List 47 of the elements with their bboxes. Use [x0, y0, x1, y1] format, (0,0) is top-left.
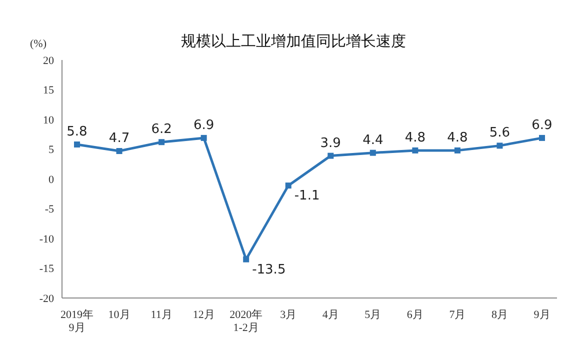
- x-tick-label: 2020年 1-2月: [230, 309, 263, 334]
- point: [412, 147, 418, 154]
- x-tick-label: 7月: [449, 309, 466, 321]
- y-tick-label: -5: [44, 204, 54, 216]
- point: [496, 142, 503, 149]
- point: [328, 152, 334, 159]
- x-tick-label: 3月: [280, 309, 297, 321]
- point: [74, 141, 80, 148]
- point: [370, 150, 376, 156]
- data-label: 6.9: [532, 118, 552, 133]
- point: [158, 139, 165, 146]
- chart-title: 规模以上工业增加值同比增长速度: [181, 32, 406, 50]
- data-label: 4.8: [447, 130, 468, 146]
- y-tick-label: -20: [39, 292, 54, 305]
- y-tick-label: 15: [43, 84, 54, 97]
- data-label: -13.5: [252, 262, 286, 278]
- x-tick-label: 6月: [406, 309, 424, 321]
- x-tick-label: 4月: [322, 309, 339, 321]
- point: [243, 256, 250, 262]
- x-tick-label: 12月: [192, 309, 215, 321]
- y-tick-label: 0: [48, 174, 54, 186]
- y-tick-label: -10: [39, 233, 54, 246]
- data-label: 6.9: [193, 118, 214, 133]
- y-tick-label: 10: [43, 114, 54, 126]
- data-label: 5.6: [489, 126, 510, 141]
- x-tick-label: 9月: [534, 309, 550, 321]
- point: [285, 182, 292, 189]
- y-axis-title: (%): [30, 38, 46, 50]
- y-tick-label: 5: [48, 144, 54, 156]
- data-label: 5.8: [66, 124, 88, 140]
- point: [116, 148, 122, 154]
- x-tick-label: 10月: [108, 309, 130, 321]
- y-tick-label: 20: [43, 54, 54, 67]
- x-tick-label: 11月: [150, 309, 172, 321]
- x-tick-label: 5月: [364, 309, 382, 321]
- x-tick-label: 2019年 9月: [60, 309, 94, 334]
- data-label: 6.2: [151, 122, 172, 138]
- point: [454, 147, 460, 154]
- point: [200, 134, 207, 141]
- point: [539, 134, 545, 141]
- data-label: 4.4: [362, 132, 384, 148]
- x-tick-label: 8月: [491, 309, 508, 321]
- data-label: 4.7: [108, 131, 130, 146]
- data-label: -1.1: [294, 188, 320, 204]
- y-tick-label: -15: [39, 263, 54, 276]
- data-label: 3.9: [320, 136, 341, 151]
- data-label: 4.8: [404, 130, 426, 146]
